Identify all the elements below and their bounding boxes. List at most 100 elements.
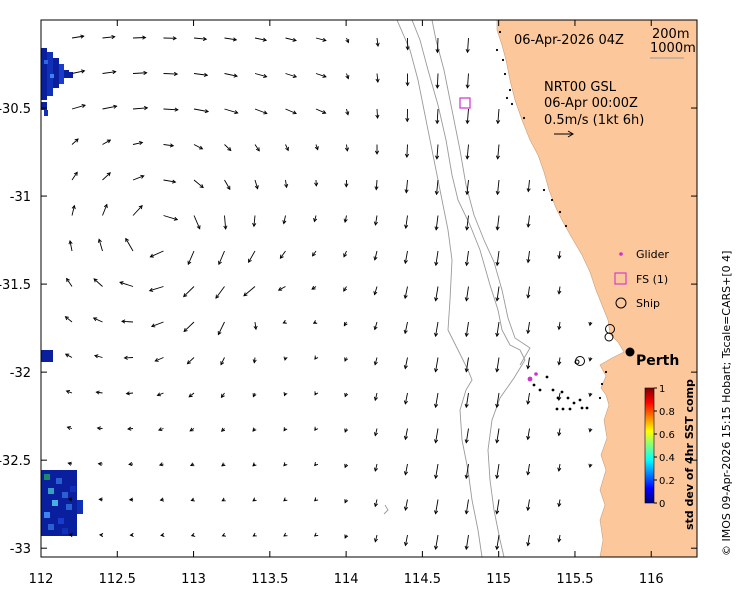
- colorbar-tick-label: 1: [659, 384, 665, 395]
- current-arrow: [218, 250, 225, 266]
- current-arrow: [163, 179, 177, 184]
- current-arrow: [132, 106, 149, 111]
- current-arrow: [374, 144, 380, 155]
- current-arrow: [557, 250, 562, 260]
- current-arrow: [128, 462, 134, 467]
- current-arrow: [403, 392, 408, 405]
- current-arrow: [190, 532, 196, 537]
- current-arrow: [193, 36, 208, 41]
- contour-200m: [411, 20, 526, 557]
- current-arrow: [464, 499, 469, 515]
- current-arrow: [588, 392, 593, 398]
- current-arrow: [224, 73, 238, 78]
- track-dot: [568, 407, 572, 411]
- current-arrow: [221, 497, 226, 502]
- current-arrow: [243, 286, 256, 297]
- current-arrow: [403, 499, 409, 511]
- current-arrow: [314, 179, 319, 187]
- y-tick-label: -32: [10, 366, 31, 381]
- coast-dot: [600, 382, 604, 386]
- current-arrow: [97, 461, 103, 466]
- current-arrow: [404, 215, 409, 229]
- current-arrow: [373, 357, 378, 366]
- current-arrow: [193, 179, 204, 189]
- current-arrow: [129, 532, 134, 538]
- sst-data-patch-north: [41, 48, 73, 116]
- current-arrow: [187, 250, 195, 266]
- current-arrow: [344, 392, 349, 398]
- current-arrow: [404, 144, 410, 159]
- current-arrow: [588, 357, 593, 362]
- current-arrow: [102, 104, 118, 110]
- current-arrow: [464, 392, 469, 409]
- current-arrow: [125, 237, 134, 252]
- current-arrow: [183, 286, 195, 298]
- current-arrow: [344, 499, 349, 504]
- track-dot: [551, 388, 555, 392]
- current-arrow: [97, 238, 103, 252]
- current-arrow: [189, 462, 195, 467]
- current-arrow: [526, 179, 531, 193]
- current-arrow: [186, 357, 195, 365]
- current-arrow: [157, 427, 164, 432]
- current-arrow: [557, 463, 562, 472]
- product-name: NRT00 GSL: [544, 80, 617, 95]
- current-arrow: [434, 499, 439, 515]
- current-arrow: [253, 321, 258, 331]
- current-arrow: [464, 428, 469, 444]
- x-tick-label: 114: [334, 572, 359, 587]
- bathymetry-contours: [383, 20, 531, 557]
- current-arrow: [465, 73, 470, 89]
- current-arrow: [313, 532, 319, 537]
- coast-dot: [503, 72, 507, 76]
- coast-dot: [542, 188, 546, 192]
- current-arrow: [252, 392, 257, 398]
- coast-dot: [508, 88, 512, 92]
- current-arrow: [345, 73, 350, 80]
- current-arrow: [465, 37, 470, 54]
- current-arrow: [314, 391, 319, 396]
- current-arrow: [344, 534, 349, 539]
- x-tick-label: 116: [639, 572, 664, 587]
- current-arrow: [149, 250, 164, 258]
- current-arrow: [121, 319, 134, 324]
- product-time: 06-Apr 00:00Z: [544, 96, 638, 111]
- current-arrow: [284, 179, 289, 189]
- current-arrow: [435, 144, 440, 160]
- current-arrow: [434, 392, 439, 409]
- current-arrow: [526, 463, 531, 476]
- x-tick-label: 112.5: [99, 572, 136, 587]
- current-arrow: [464, 357, 469, 373]
- coast-dot: [501, 58, 505, 62]
- colorbar-ticks: 0 0.2 0.4 0.6 0.8 1: [654, 384, 675, 510]
- current-arrow: [375, 73, 380, 83]
- contour-1000m: [396, 20, 483, 557]
- track-dot: [561, 407, 565, 411]
- track-dot: [566, 396, 570, 400]
- current-arrow: [495, 286, 500, 302]
- current-arrow: [314, 144, 319, 151]
- current-arrow: [154, 357, 164, 362]
- current-arrow: [495, 357, 500, 373]
- coast-dot: [505, 96, 509, 100]
- current-arrow: [68, 240, 73, 252]
- current-arrow: [373, 250, 378, 261]
- current-arrow: [526, 357, 531, 370]
- current-arrow: [123, 355, 134, 360]
- contour-label-1000m: 1000m: [650, 41, 696, 56]
- current-arrow: [314, 426, 319, 432]
- colorbar-tick-label: 0.4: [659, 453, 675, 464]
- current-arrow: [71, 171, 78, 181]
- current-vectors: [64, 34, 593, 551]
- current-arrow: [465, 108, 470, 125]
- current-arrow: [526, 392, 531, 405]
- current-arrow: [220, 427, 226, 432]
- coast-dot: [510, 102, 514, 106]
- current-arrow: [193, 72, 209, 77]
- current-arrow: [374, 179, 379, 191]
- current-arrow: [215, 286, 225, 299]
- current-arrow: [132, 35, 147, 40]
- current-arrow: [283, 462, 288, 467]
- x-tick-label: 115.5: [556, 572, 593, 587]
- current-arrow: [495, 463, 500, 480]
